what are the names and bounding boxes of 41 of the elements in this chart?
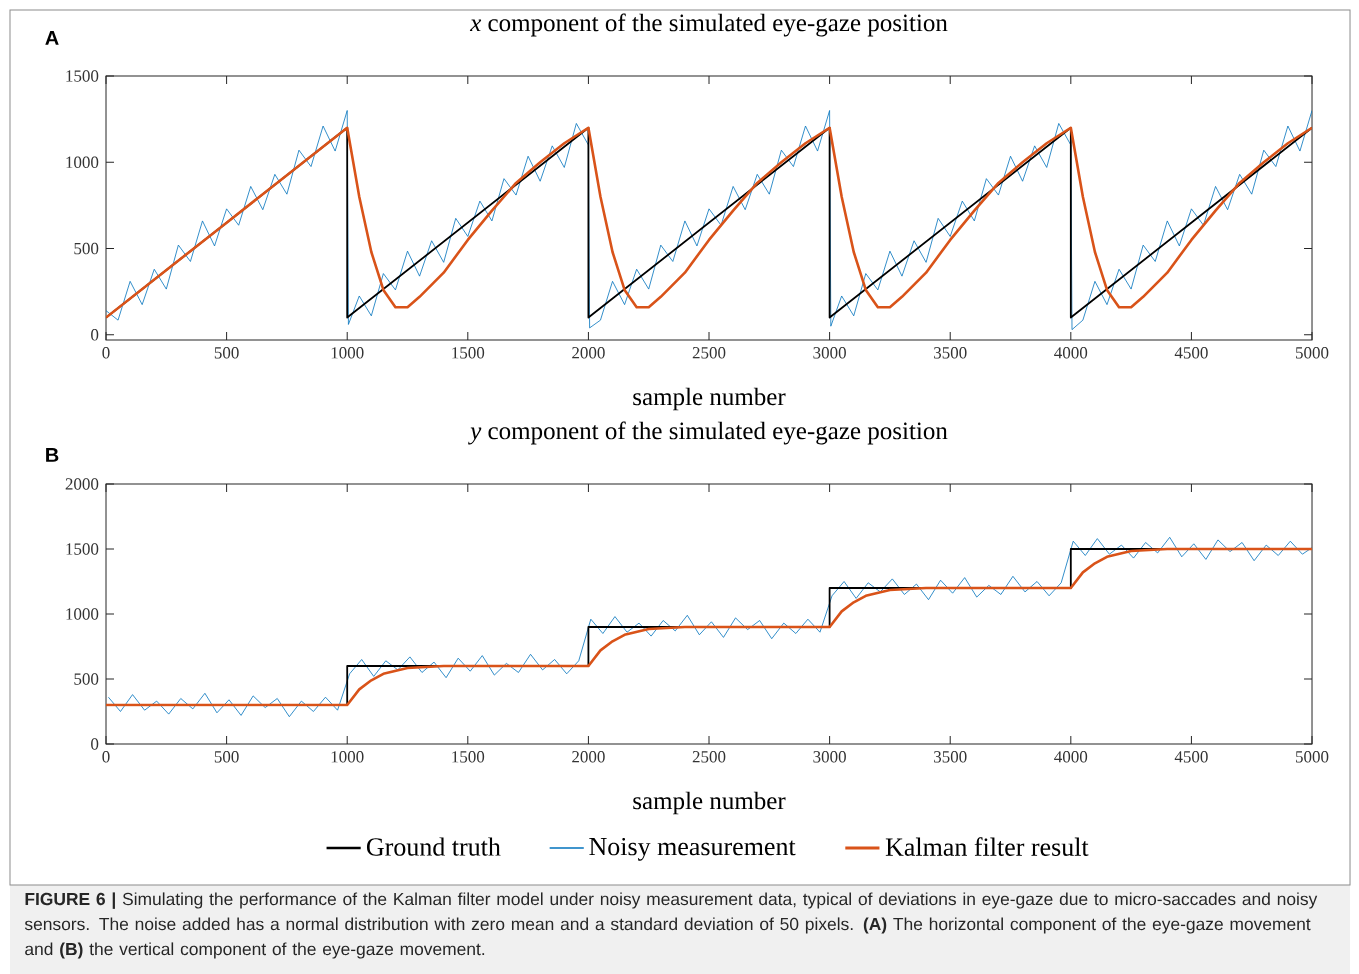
y-tick-label: 500 [74, 673, 99, 685]
x-tick-label: 4000 [1054, 347, 1088, 359]
x-tick-label: 1000 [331, 347, 364, 359]
y-tick-label: 500 [74, 242, 99, 255]
y-tick-label: 1500 [66, 543, 99, 555]
x-tick-label: 1000 [331, 751, 364, 763]
x-tick-label: 4000 [1054, 751, 1088, 763]
x-tick-label: 1500 [452, 751, 485, 763]
x-tick-label: 2500 [692, 751, 726, 763]
x-tick-label: 5000 [1295, 751, 1329, 763]
chart-title: x component of the simulated eye-gaze position [469, 13, 948, 37]
x-tick-label: 3500 [934, 347, 967, 359]
x-tick-label: 1500 [452, 347, 485, 359]
x-axis-title: sample number [633, 387, 786, 411]
legend-label: Ground truth [366, 837, 501, 856]
text: B [46, 448, 59, 462]
y-tick-label: 1000 [66, 608, 99, 620]
y-tick-label: 2000 [65, 478, 99, 490]
chart-title: y component of the simulated eye-gaze position [468, 421, 948, 445]
text: FIGURE 6 | Simulating the performance of the Kalman filter model under noisy measurement data, typical of deviations in eye-gaze due to micro-saccades and noisy sensors. The noise added has a normal distribution with zero mean and a standard deviation of 50 pixels. (A) The horizontal component of the eye-gaze movement and (B) the vertical component of the eye-gaze movement. [24, 892, 1318, 959]
x-tick-label: 500 [214, 751, 239, 763]
x-tick-label: 2000 [572, 347, 605, 359]
x-tick-label: 0 [102, 347, 110, 359]
x-tick-label: 5000 [1295, 347, 1329, 359]
x-tick-label: 0 [102, 751, 110, 763]
x-tick-label: 3500 [934, 751, 967, 763]
y-tick-label: 0 [91, 738, 99, 750]
x-tick-label: 2500 [692, 347, 726, 359]
text: A [45, 31, 59, 45]
x-tick-label: 500 [214, 347, 239, 359]
x-tick-label: 3000 [813, 347, 846, 359]
x-tick-label: 2000 [572, 751, 605, 763]
legend-label: Noisy measurement [589, 837, 796, 861]
y-tick-label: 1000 [66, 156, 99, 168]
x-axis-title: sample number [633, 791, 786, 815]
x-tick-label: 4500 [1174, 751, 1208, 763]
y-tick-label: 0 [91, 329, 99, 341]
x-tick-label: 3000 [813, 751, 846, 763]
legend-label: Kalman filter result [885, 837, 1089, 856]
y-tick-label: 1500 [66, 70, 99, 82]
x-tick-label: 4500 [1174, 347, 1208, 359]
